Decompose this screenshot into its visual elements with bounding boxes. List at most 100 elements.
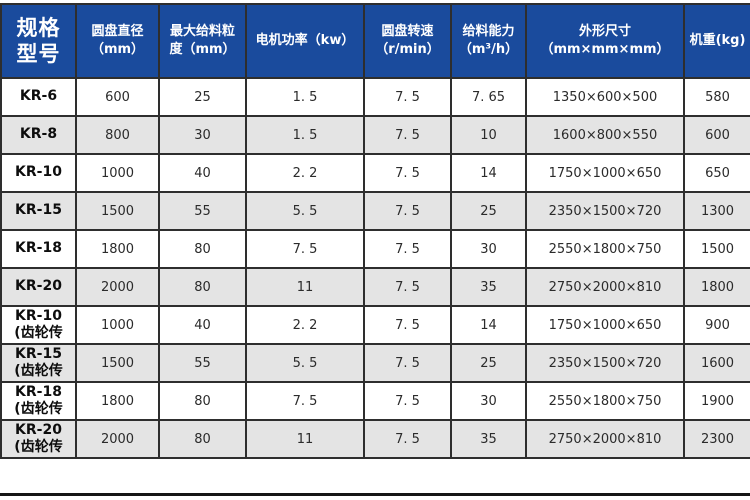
cell-dimensions: 2750×2000×810 bbox=[525, 267, 685, 307]
cell-model: KR-10 bbox=[0, 153, 77, 193]
table-row: KR-6 600 25 1. 5 7. 5 7. 65 1350×600×500… bbox=[0, 77, 750, 117]
header-feeding-capacity: 给料能力 （m³/h） bbox=[450, 3, 527, 79]
cell-dimensions: 2750×2000×810 bbox=[525, 419, 685, 459]
cell-power: 2. 2 bbox=[245, 153, 365, 193]
cell-weight: 1500 bbox=[683, 229, 750, 269]
cell-particle: 55 bbox=[158, 191, 247, 231]
cell-dimensions: 2550×1800×750 bbox=[525, 229, 685, 269]
cell-speed: 7. 5 bbox=[363, 419, 452, 459]
cell-weight: 1300 bbox=[683, 191, 750, 231]
cell-speed: 7. 5 bbox=[363, 191, 452, 231]
table-body: KR-6 600 25 1. 5 7. 5 7. 65 1350×600×500… bbox=[0, 77, 750, 459]
cell-model: KR-10 (齿轮传 bbox=[0, 305, 77, 345]
cell-capacity: 14 bbox=[450, 153, 527, 193]
cell-capacity: 10 bbox=[450, 115, 527, 155]
cell-particle: 40 bbox=[158, 305, 247, 345]
cell-speed: 7. 5 bbox=[363, 343, 452, 383]
cell-weight: 900 bbox=[683, 305, 750, 345]
cell-power: 11 bbox=[245, 267, 365, 307]
cell-model: KR-18 (齿轮传 bbox=[0, 381, 77, 421]
cell-weight: 1800 bbox=[683, 267, 750, 307]
cell-diameter: 1500 bbox=[75, 343, 160, 383]
cell-power: 1. 5 bbox=[245, 115, 365, 155]
cell-particle: 80 bbox=[158, 419, 247, 459]
cell-weight: 1900 bbox=[683, 381, 750, 421]
cell-weight: 1600 bbox=[683, 343, 750, 383]
cell-diameter: 1500 bbox=[75, 191, 160, 231]
cell-diameter: 1800 bbox=[75, 229, 160, 269]
cell-particle: 80 bbox=[158, 267, 247, 307]
cell-dimensions: 2350×1500×720 bbox=[525, 191, 685, 231]
table-row: KR-10 (齿轮传 1000 40 2. 2 7. 5 14 1750×1000… bbox=[0, 305, 750, 345]
cell-weight: 580 bbox=[683, 77, 750, 117]
cell-particle: 40 bbox=[158, 153, 247, 193]
table-row: KR-18 (齿轮传 1800 80 7. 5 7. 5 30 2550×1800… bbox=[0, 381, 750, 421]
cell-diameter: 2000 bbox=[75, 419, 160, 459]
cell-dimensions: 1750×1000×650 bbox=[525, 153, 685, 193]
cell-speed: 7. 5 bbox=[363, 381, 452, 421]
spec-table: 规格 型号 圆盘直径 （mm） 最大给料粒 度（mm） 电机功率（kw） 圆盘转速 （r… bbox=[0, 3, 750, 459]
cell-model: KR-20 (齿轮传 bbox=[0, 419, 77, 459]
cell-power: 2. 2 bbox=[245, 305, 365, 345]
cell-model: KR-6 bbox=[0, 77, 77, 117]
header-overall-dimensions: 外形尺寸 （mm×mm×mm） bbox=[525, 3, 685, 79]
cell-diameter: 600 bbox=[75, 77, 160, 117]
table-row: KR-10 1000 40 2. 2 7. 5 14 1750×1000×650… bbox=[0, 153, 750, 193]
cell-weight: 600 bbox=[683, 115, 750, 155]
cell-particle: 80 bbox=[158, 381, 247, 421]
cell-dimensions: 1600×800×550 bbox=[525, 115, 685, 155]
cell-speed: 7. 5 bbox=[363, 115, 452, 155]
cell-model: KR-18 bbox=[0, 229, 77, 269]
header-model-line1: 规格 bbox=[16, 15, 61, 40]
cell-capacity: 35 bbox=[450, 267, 527, 307]
cell-capacity: 14 bbox=[450, 305, 527, 345]
cell-speed: 7. 5 bbox=[363, 305, 452, 345]
cell-capacity: 7. 65 bbox=[450, 77, 527, 117]
header-machine-weight: 机重(kg) bbox=[683, 3, 750, 79]
cell-diameter: 1000 bbox=[75, 153, 160, 193]
cell-capacity: 25 bbox=[450, 191, 527, 231]
cell-capacity: 30 bbox=[450, 381, 527, 421]
cell-particle: 25 bbox=[158, 77, 247, 117]
header-model: 规格 型号 bbox=[0, 3, 77, 79]
cell-dimensions: 2350×1500×720 bbox=[525, 343, 685, 383]
bottom-divider bbox=[0, 493, 750, 496]
cell-particle: 30 bbox=[158, 115, 247, 155]
cell-power: 11 bbox=[245, 419, 365, 459]
cell-diameter: 2000 bbox=[75, 267, 160, 307]
header-model-line2: 型号 bbox=[16, 42, 61, 66]
table-row: KR-8 800 30 1. 5 7. 5 10 1600×800×550 60… bbox=[0, 115, 750, 155]
table-row: KR-20 2000 80 11 7. 5 35 2750×2000×810 1… bbox=[0, 267, 750, 307]
cell-capacity: 35 bbox=[450, 419, 527, 459]
cell-speed: 7. 5 bbox=[363, 229, 452, 269]
header-disc-speed: 圆盘转速 （r/min） bbox=[363, 3, 452, 79]
cell-speed: 7. 5 bbox=[363, 153, 452, 193]
header-disc-diameter: 圆盘直径 （mm） bbox=[75, 3, 160, 79]
cell-dimensions: 1350×600×500 bbox=[525, 77, 685, 117]
table-row: KR-18 1800 80 7. 5 7. 5 30 2550×1800×750… bbox=[0, 229, 750, 269]
cell-capacity: 25 bbox=[450, 343, 527, 383]
cell-power: 5. 5 bbox=[245, 191, 365, 231]
header-max-particle-size: 最大给料粒 度（mm） bbox=[158, 3, 247, 79]
cell-weight: 2300 bbox=[683, 419, 750, 459]
cell-model: KR-8 bbox=[0, 115, 77, 155]
table-row: KR-15 (齿轮传 1500 55 5. 5 7. 5 25 2350×1500… bbox=[0, 343, 750, 383]
cell-dimensions: 2550×1800×750 bbox=[525, 381, 685, 421]
cell-power: 7. 5 bbox=[245, 381, 365, 421]
cell-model: KR-15 (齿轮传 bbox=[0, 343, 77, 383]
cell-power: 5. 5 bbox=[245, 343, 365, 383]
cell-weight: 650 bbox=[683, 153, 750, 193]
header-motor-power: 电机功率（kw） bbox=[245, 3, 365, 79]
cell-power: 1. 5 bbox=[245, 77, 365, 117]
cell-power: 7. 5 bbox=[245, 229, 365, 269]
cell-capacity: 30 bbox=[450, 229, 527, 269]
cell-particle: 80 bbox=[158, 229, 247, 269]
cell-particle: 55 bbox=[158, 343, 247, 383]
cell-speed: 7. 5 bbox=[363, 77, 452, 117]
cell-speed: 7. 5 bbox=[363, 267, 452, 307]
cell-dimensions: 1750×1000×650 bbox=[525, 305, 685, 345]
table-row: KR-15 1500 55 5. 5 7. 5 25 2350×1500×720… bbox=[0, 191, 750, 231]
cell-diameter: 1000 bbox=[75, 305, 160, 345]
cell-diameter: 800 bbox=[75, 115, 160, 155]
